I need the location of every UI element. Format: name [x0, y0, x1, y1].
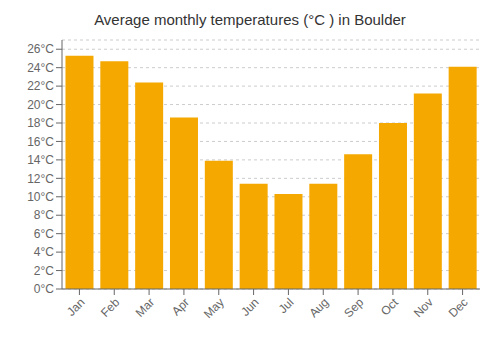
svg-text:Feb: Feb [98, 295, 123, 320]
svg-text:18°C: 18°C [27, 116, 54, 130]
svg-text:6°C: 6°C [34, 227, 54, 241]
svg-text:Mar: Mar [133, 295, 158, 320]
svg-text:22°C: 22°C [27, 79, 54, 93]
svg-text:Nov: Nov [411, 295, 436, 320]
svg-text:8°C: 8°C [34, 208, 54, 222]
svg-text:24°C: 24°C [27, 61, 54, 75]
svg-text:Jun: Jun [238, 295, 262, 319]
svg-text:Oct: Oct [378, 295, 402, 319]
svg-text:Sep: Sep [341, 295, 366, 320]
svg-text:2°C: 2°C [34, 264, 54, 278]
svg-text:12°C: 12°C [27, 172, 54, 186]
svg-text:26°C: 26°C [27, 42, 54, 56]
svg-text:20°C: 20°C [27, 98, 54, 112]
svg-text:Apr: Apr [169, 295, 192, 318]
svg-text:4°C: 4°C [34, 245, 54, 259]
svg-text:Aug: Aug [306, 295, 331, 320]
svg-text:May: May [201, 295, 227, 321]
svg-text:Jul: Jul [276, 295, 297, 316]
svg-text:Dec: Dec [446, 295, 471, 320]
svg-text:Jan: Jan [64, 295, 88, 319]
svg-text:10°C: 10°C [27, 190, 54, 204]
svg-text:0°C: 0°C [34, 282, 54, 296]
svg-text:14°C: 14°C [27, 153, 54, 167]
html-text:Average monthly temperatures (: Average monthly temperatures (°C ) in Bo… [94, 11, 406, 28]
svg-text:16°C: 16°C [27, 135, 54, 149]
